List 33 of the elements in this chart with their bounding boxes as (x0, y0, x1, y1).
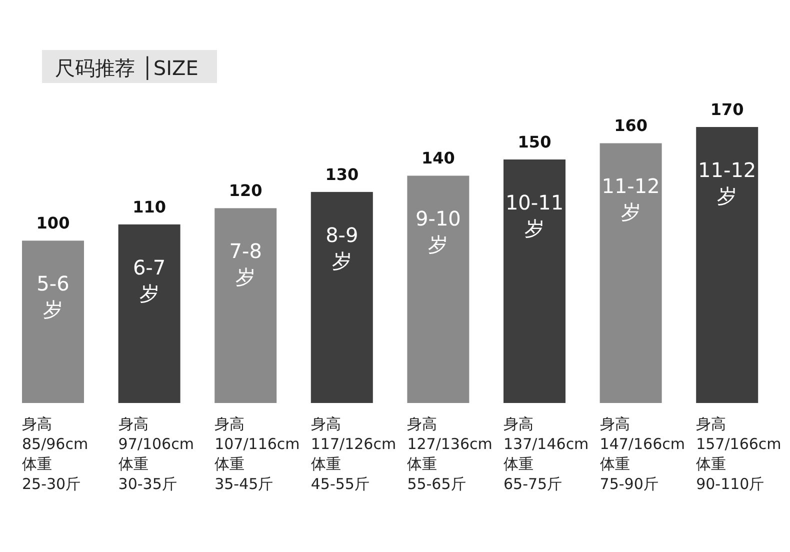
x-tick-label: 8-9 岁 (326, 222, 358, 273)
text: 身高 137/146cm 体重 65-75斤 (504, 415, 589, 493)
text: 身高 97/106cm 体重 30-35斤 (118, 415, 194, 493)
bar (214, 208, 277, 403)
data-label: 160 (614, 116, 648, 136)
x-tick-label: 10-11 岁 (505, 190, 564, 240)
bar (118, 224, 180, 403)
data-label: 170 (710, 100, 744, 119)
text: 身高 157/166cm 体重 90-110斤 (696, 415, 782, 493)
data-label: 100 (36, 214, 70, 233)
x-tick-label: 11-12 岁 (698, 158, 756, 208)
text: 身高 85/96cm 体重 25-30斤 (22, 415, 88, 493)
data-label: 110 (132, 197, 166, 216)
data-label: 150 (518, 132, 552, 152)
bar (22, 240, 84, 403)
bar (696, 127, 758, 403)
x-tick-label: 5-6 岁 (36, 272, 70, 322)
x-tick-label: 6-7 岁 (132, 255, 166, 306)
bar (310, 192, 373, 403)
data-label: 130 (325, 164, 359, 184)
data-label: 120 (228, 181, 262, 200)
x-tick-label: 11-12 岁 (602, 174, 660, 224)
data-label: 140 (421, 148, 455, 168)
text: 身高 127/136cm 体重 55-65斤 (407, 415, 492, 493)
chart-title: 尺码推荐 │SIZE (55, 56, 198, 80)
text: 身高 117/126cm 体重 45-55斤 (310, 415, 396, 493)
x-tick-label: 9-10 岁 (416, 206, 461, 257)
bar (504, 159, 566, 403)
text: 身高 107/116cm 体重 35-45斤 (214, 415, 300, 493)
bar (600, 143, 662, 403)
text: 身高 147/166cm 体重 75-90斤 (600, 415, 685, 493)
bar (407, 176, 470, 403)
x-tick-label: 7-8 岁 (229, 239, 262, 290)
